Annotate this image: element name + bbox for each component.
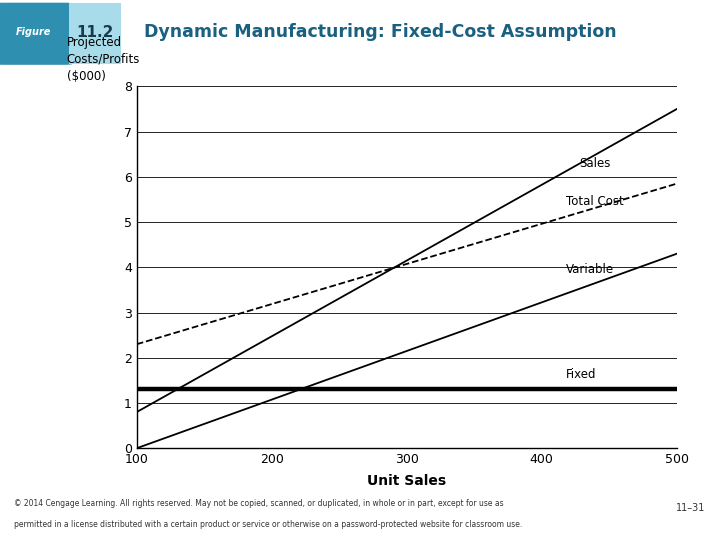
X-axis label: Unit Sales: Unit Sales: [367, 475, 446, 488]
FancyBboxPatch shape: [0, 3, 72, 65]
Text: Variable: Variable: [566, 263, 614, 276]
Text: permitted in a license distributed with a certain product or service or otherwis: permitted in a license distributed with …: [14, 519, 523, 529]
Text: 11.2: 11.2: [76, 25, 114, 40]
FancyBboxPatch shape: [69, 3, 121, 64]
Text: Total Cost: Total Cost: [566, 195, 624, 208]
Text: Dynamic Manufacturing: Fixed-Cost Assumption: Dynamic Manufacturing: Fixed-Cost Assump…: [144, 23, 616, 42]
Text: Sales: Sales: [580, 157, 611, 170]
Text: Projected
Costs/Profits
($000): Projected Costs/Profits ($000): [67, 36, 140, 83]
Text: © 2014 Cengage Learning. All rights reserved. May not be copied, scanned, or dup: © 2014 Cengage Learning. All rights rese…: [14, 499, 504, 508]
Text: 11–31: 11–31: [676, 503, 706, 514]
Text: Figure: Figure: [16, 28, 52, 37]
Text: Fixed: Fixed: [566, 368, 597, 381]
